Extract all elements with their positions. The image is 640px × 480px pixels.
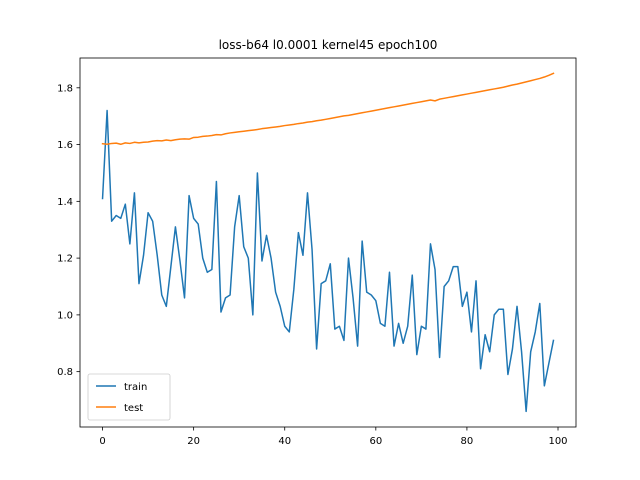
series-line-test <box>101 72 555 146</box>
x-tick-label: 0 <box>99 436 105 447</box>
y-tick-label: 1.4 <box>57 197 73 208</box>
series-line-train <box>101 109 555 413</box>
y-tick-label: 1.6 <box>57 140 73 151</box>
chart-title: loss-b64 l0.0001 kernel45 epoch100 <box>219 38 438 52</box>
legend-label-train: train <box>124 382 147 393</box>
y-tick-label: 0.8 <box>57 367 73 378</box>
legend-label-test: test <box>124 403 143 414</box>
x-tick-label: 60 <box>369 436 382 447</box>
plot-area: 0 20 40 60 80 100 0.8 1.0 1.2 1.4 1.6 1.8 train test <box>57 57 577 447</box>
axes-frame <box>79 57 577 428</box>
x-tick-label: 100 <box>548 436 567 447</box>
x-tick-label: 80 <box>461 436 474 447</box>
x-tick-label: 20 <box>187 436 200 447</box>
y-tick-label: 1.2 <box>57 254 73 265</box>
y-tick-label: 1.8 <box>57 83 73 94</box>
y-tick-label: 1.0 <box>57 310 73 321</box>
x-tick-label: 40 <box>278 436 291 447</box>
